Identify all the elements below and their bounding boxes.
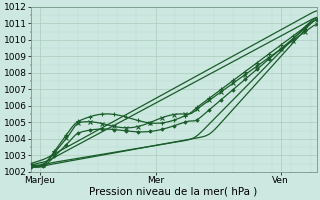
X-axis label: Pression niveau de la mer( hPa ): Pression niveau de la mer( hPa ) <box>90 187 258 197</box>
